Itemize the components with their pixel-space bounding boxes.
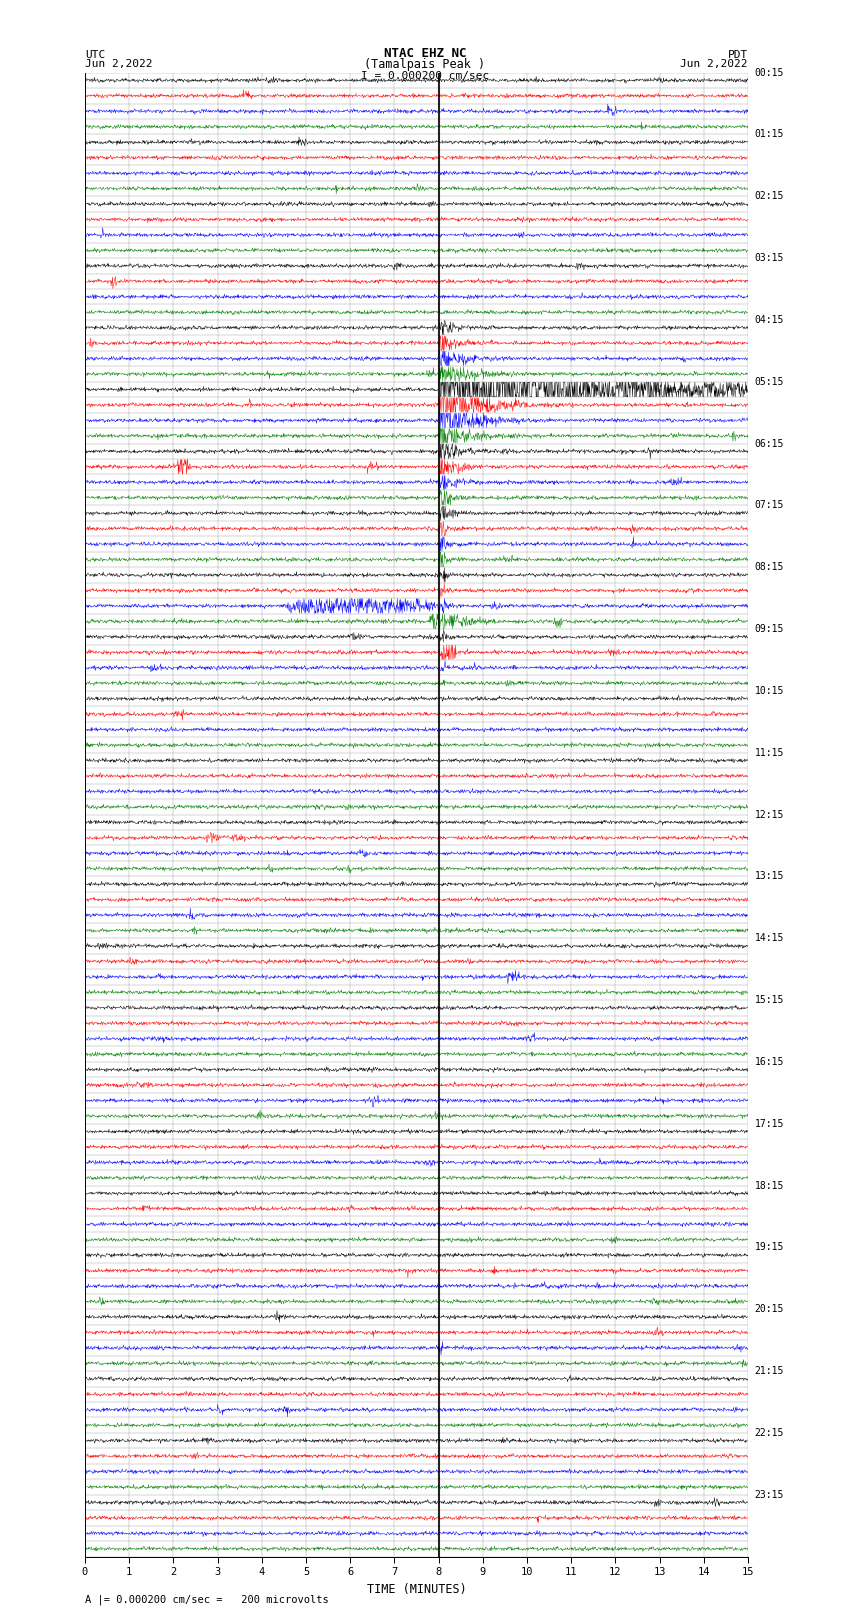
Text: NTAC EHZ NC: NTAC EHZ NC bbox=[383, 47, 467, 60]
Text: 09:15: 09:15 bbox=[755, 624, 784, 634]
Text: 23:15: 23:15 bbox=[755, 1490, 784, 1500]
Text: UTC: UTC bbox=[85, 50, 105, 60]
Text: 11:15: 11:15 bbox=[755, 748, 784, 758]
Text: 10:15: 10:15 bbox=[755, 686, 784, 695]
Text: 14:15: 14:15 bbox=[755, 934, 784, 944]
Text: PDT: PDT bbox=[728, 50, 748, 60]
Text: 21:15: 21:15 bbox=[755, 1366, 784, 1376]
Text: 05:15: 05:15 bbox=[755, 377, 784, 387]
Text: Jun 2,2022: Jun 2,2022 bbox=[85, 60, 152, 69]
Text: 15:15: 15:15 bbox=[755, 995, 784, 1005]
Text: 13:15: 13:15 bbox=[755, 871, 784, 881]
Text: 07:15: 07:15 bbox=[755, 500, 784, 510]
Text: I = 0.000200 cm/sec: I = 0.000200 cm/sec bbox=[361, 71, 489, 82]
Text: 00:15: 00:15 bbox=[755, 68, 784, 77]
X-axis label: TIME (MINUTES): TIME (MINUTES) bbox=[366, 1582, 467, 1595]
Text: Jun 2,2022: Jun 2,2022 bbox=[681, 60, 748, 69]
Text: (Tamalpais Peak ): (Tamalpais Peak ) bbox=[365, 58, 485, 71]
Text: 01:15: 01:15 bbox=[755, 129, 784, 139]
Text: 08:15: 08:15 bbox=[755, 563, 784, 573]
Text: 12:15: 12:15 bbox=[755, 810, 784, 819]
Text: 19:15: 19:15 bbox=[755, 1242, 784, 1252]
Text: 18:15: 18:15 bbox=[755, 1181, 784, 1190]
Text: A |= 0.000200 cm/sec =   200 microvolts: A |= 0.000200 cm/sec = 200 microvolts bbox=[85, 1594, 329, 1605]
Text: 17:15: 17:15 bbox=[755, 1119, 784, 1129]
Text: 16:15: 16:15 bbox=[755, 1057, 784, 1066]
Text: 22:15: 22:15 bbox=[755, 1428, 784, 1437]
Text: 04:15: 04:15 bbox=[755, 315, 784, 324]
Text: 20:15: 20:15 bbox=[755, 1305, 784, 1315]
Text: 03:15: 03:15 bbox=[755, 253, 784, 263]
Text: 06:15: 06:15 bbox=[755, 439, 784, 448]
Text: 02:15: 02:15 bbox=[755, 192, 784, 202]
